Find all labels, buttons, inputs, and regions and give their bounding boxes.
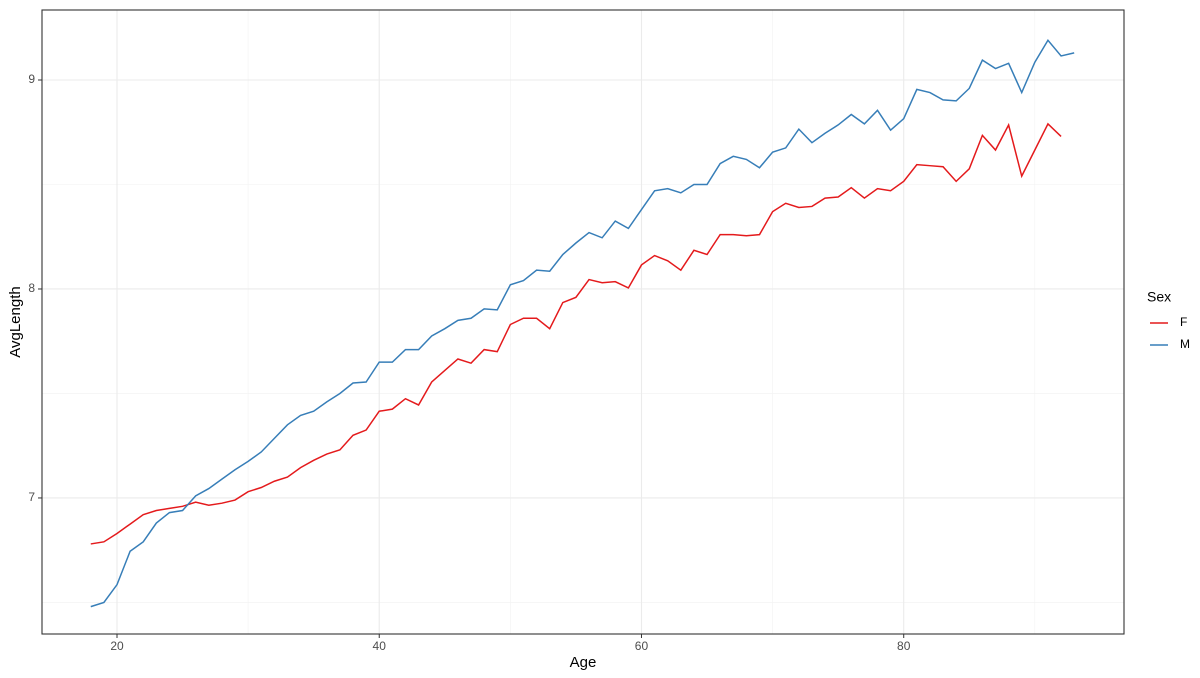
y-axis-title: AvgLength xyxy=(7,286,24,357)
x-tick-label: 40 xyxy=(373,639,387,653)
legend-label: F xyxy=(1180,315,1187,329)
y-tick-label: 9 xyxy=(28,72,35,86)
x-tick-label: 20 xyxy=(110,639,124,653)
panel-border xyxy=(41,9,1125,635)
legend-label: M xyxy=(1180,337,1190,351)
data-line xyxy=(90,122,1062,545)
data-line xyxy=(90,39,1075,608)
x-axis-title: Age xyxy=(570,654,597,671)
y-tick-label: 7 xyxy=(28,490,35,504)
x-tick-label: 60 xyxy=(635,639,649,653)
legend-title: Sex xyxy=(1147,289,1171,305)
y-tick-label: 8 xyxy=(28,281,35,295)
x-tick-label: 80 xyxy=(897,639,911,653)
